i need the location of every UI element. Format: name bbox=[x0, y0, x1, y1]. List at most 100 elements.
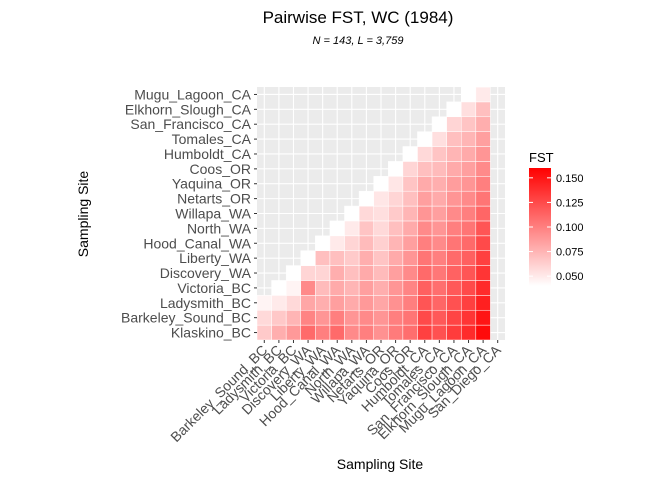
heatmap-cell bbox=[358, 295, 374, 311]
heatmap-cell bbox=[315, 324, 331, 341]
heatmap-cell bbox=[417, 176, 433, 192]
y-tick-label: Discovery_WA bbox=[160, 265, 252, 281]
heatmap-cell bbox=[358, 205, 374, 222]
heatmap-cell bbox=[431, 235, 447, 251]
heatmap-cell bbox=[271, 295, 287, 311]
heatmap-cell bbox=[402, 220, 418, 237]
heatmap-cell bbox=[344, 220, 360, 237]
heatmap-cell bbox=[373, 324, 389, 341]
heatmap-cell bbox=[446, 295, 462, 311]
legend-tick-label: 0.125 bbox=[556, 197, 584, 209]
heatmap-cell bbox=[315, 280, 331, 296]
heatmap-cell bbox=[388, 280, 404, 296]
heatmap-cell bbox=[271, 280, 287, 296]
heatmap-cell bbox=[256, 295, 272, 311]
heatmap-cell bbox=[285, 280, 302, 296]
heatmap-cell bbox=[460, 295, 477, 311]
heatmap-cell bbox=[475, 161, 491, 177]
heatmap-cell bbox=[431, 131, 447, 147]
heatmap-cell bbox=[417, 250, 433, 266]
heatmap-cell bbox=[358, 324, 374, 341]
heatmap-cell bbox=[475, 235, 491, 251]
fst-legend: FST 0.050 0.075 0.100 0.125 0.150 bbox=[529, 150, 584, 286]
heatmap-cell bbox=[475, 101, 491, 118]
heatmap-cell bbox=[460, 101, 477, 118]
heatmap-cell bbox=[285, 295, 302, 311]
heatmap-cell bbox=[475, 131, 491, 147]
heatmap-cell bbox=[417, 131, 433, 147]
heatmap-cell bbox=[388, 205, 404, 222]
heatmap-cell bbox=[460, 176, 477, 192]
heatmap-cell bbox=[475, 324, 491, 341]
heatmap-cell bbox=[402, 190, 418, 207]
heatmap-cell bbox=[417, 190, 433, 207]
heatmap-cell bbox=[271, 309, 287, 326]
heatmap-cell bbox=[460, 131, 477, 147]
heatmap-cell bbox=[417, 265, 433, 281]
heatmap-cell bbox=[431, 265, 447, 281]
chart-title: Pairwise FST, WC (1984) bbox=[263, 8, 454, 27]
heatmap-cell bbox=[256, 324, 272, 341]
heatmap-cell bbox=[388, 161, 404, 177]
heatmap-cell bbox=[431, 190, 447, 207]
legend-tick-label: 0.100 bbox=[556, 222, 584, 234]
heatmap-cell bbox=[446, 131, 462, 147]
heatmap-cell bbox=[417, 205, 433, 222]
heatmap-cell bbox=[358, 265, 374, 281]
y-tick-label: Tomales_CA bbox=[172, 131, 252, 147]
heatmap-cell bbox=[373, 265, 389, 281]
heatmap-cell bbox=[329, 220, 345, 237]
heatmap-cell bbox=[373, 250, 389, 266]
heatmap-cell bbox=[373, 205, 389, 222]
heatmap-cell bbox=[431, 250, 447, 266]
heatmap-cell bbox=[460, 86, 477, 103]
x-axis-title: Sampling Site bbox=[337, 456, 424, 472]
heatmap-cell bbox=[475, 190, 491, 207]
heatmap-cell bbox=[344, 265, 360, 281]
y-tick-label: Yaquina_OR bbox=[172, 176, 251, 192]
heatmap-cell bbox=[300, 309, 316, 326]
heatmap-cells bbox=[256, 71, 491, 341]
heatmap-cell bbox=[402, 280, 418, 296]
heatmap-cell bbox=[358, 280, 374, 296]
heatmap-cell bbox=[358, 309, 374, 326]
heatmap-cell bbox=[315, 265, 331, 281]
y-axis-title: Sampling Site bbox=[75, 171, 91, 258]
heatmap-cell bbox=[373, 235, 389, 251]
heatmap-cell bbox=[431, 280, 447, 296]
heatmap-cell bbox=[344, 280, 360, 296]
heatmap-cell bbox=[431, 116, 447, 132]
heatmap-cell bbox=[402, 295, 418, 311]
y-tick-label: Humboldt_CA bbox=[164, 146, 252, 162]
heatmap-cell bbox=[460, 324, 477, 341]
heatmap-cell bbox=[431, 205, 447, 222]
heatmap-cell bbox=[256, 309, 272, 326]
heatmap-cell bbox=[460, 265, 477, 281]
y-tick-label: Barkeley_Sound_BC bbox=[121, 310, 251, 326]
heatmap-cell bbox=[315, 309, 331, 326]
heatmap-cell bbox=[446, 161, 462, 177]
heatmap-cell bbox=[300, 280, 316, 296]
heatmap-cell bbox=[344, 309, 360, 326]
heatmap-cell bbox=[329, 295, 345, 311]
heatmap-cell bbox=[431, 324, 447, 341]
heatmap-cell bbox=[402, 235, 418, 251]
y-tick-label: Victoria_BC bbox=[177, 280, 251, 296]
heatmap-cell bbox=[460, 190, 477, 207]
heatmap-cell bbox=[417, 161, 433, 177]
heatmap-cell bbox=[417, 309, 433, 326]
heatmap-cell bbox=[271, 324, 287, 341]
y-tick-label: San_Francisco_CA bbox=[130, 116, 251, 132]
heatmap-cell bbox=[402, 161, 418, 177]
heatmap-cell bbox=[388, 190, 404, 207]
heatmap-cell bbox=[388, 295, 404, 311]
heatmap-cell bbox=[329, 235, 345, 251]
heatmap-cell bbox=[300, 250, 316, 266]
y-tick-label: Netarts_OR bbox=[177, 191, 251, 207]
y-tick-label: Willapa_WA bbox=[175, 206, 251, 222]
heatmap-cell bbox=[446, 146, 462, 162]
y-tick-label: Hood_Canal_WA bbox=[143, 235, 251, 251]
heatmap-cell bbox=[460, 235, 477, 251]
chart-subtitle: N = 143, L = 3,759 bbox=[313, 35, 404, 47]
